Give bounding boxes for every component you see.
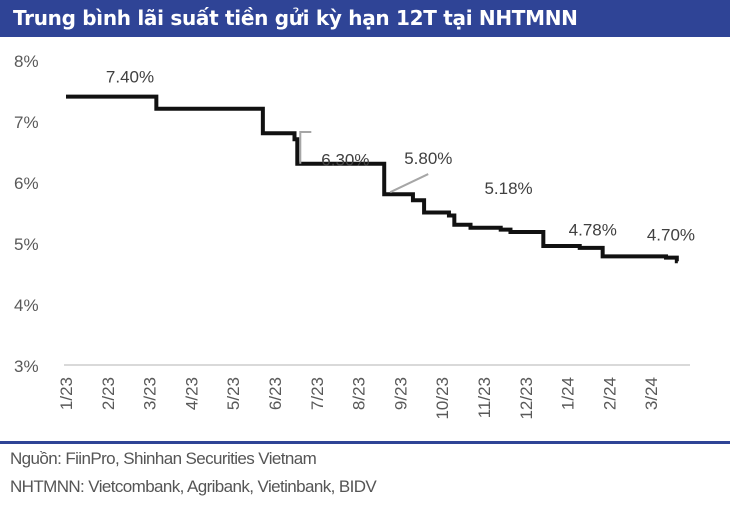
chart: 8% 7% 6% 5% 4% 3% 1/23 2/23 3/23 4/23 5/23 6/23 7/23… (14, 52, 695, 420)
y-tick-label: 7% (14, 113, 39, 132)
x-tick-label: 3/23 (141, 377, 160, 410)
x-tick-label: 2/24 (600, 377, 619, 410)
x-tick-label: 8/23 (350, 377, 369, 410)
data-label: 6.30% (321, 151, 369, 170)
y-tick-label: 8% (14, 52, 39, 71)
data-label: 5.80% (404, 149, 452, 168)
x-tick-label: 12/23 (517, 377, 536, 420)
data-label: 7.40% (106, 68, 154, 87)
x-tick-label: 7/23 (308, 377, 327, 410)
title-bar: Trung bình lãi suất tiền gửi kỳ hạn 12T … (0, 0, 730, 37)
data-label: 4.70% (647, 225, 695, 244)
y-tick-label: 4% (14, 296, 39, 315)
x-tick-label: 10/23 (433, 377, 452, 420)
data-label: 5.18% (484, 179, 532, 198)
x-tick-label: 1/24 (559, 377, 578, 410)
leader-line (389, 173, 429, 194)
x-tick-label: 2/23 (99, 377, 118, 410)
bank-note: NHTMNN: Vietcombank, Agribank, Vietinban… (10, 477, 377, 496)
footer-divider (0, 441, 730, 444)
series-line (66, 94, 679, 264)
x-tick-label: 6/23 (266, 377, 285, 410)
chart-title: Trung bình lãi suất tiền gửi kỳ hạn 12T … (13, 6, 578, 30)
source-note: Nguồn: FiinPro, Shinhan Securities Vietn… (10, 449, 317, 468)
x-tick-label: 4/23 (182, 377, 201, 410)
x-tick-label: 1/23 (57, 377, 76, 410)
y-tick-label: 3% (14, 357, 39, 376)
x-tick-label: 11/23 (475, 377, 494, 418)
x-tick-label: 3/24 (642, 377, 661, 410)
leader-line (299, 130, 312, 164)
data-label: 4.78% (569, 220, 617, 239)
x-tick-label: 5/23 (224, 377, 243, 410)
x-tick-label: 9/23 (391, 377, 410, 410)
y-tick-label: 5% (14, 235, 39, 254)
y-tick-label: 6% (14, 174, 39, 193)
